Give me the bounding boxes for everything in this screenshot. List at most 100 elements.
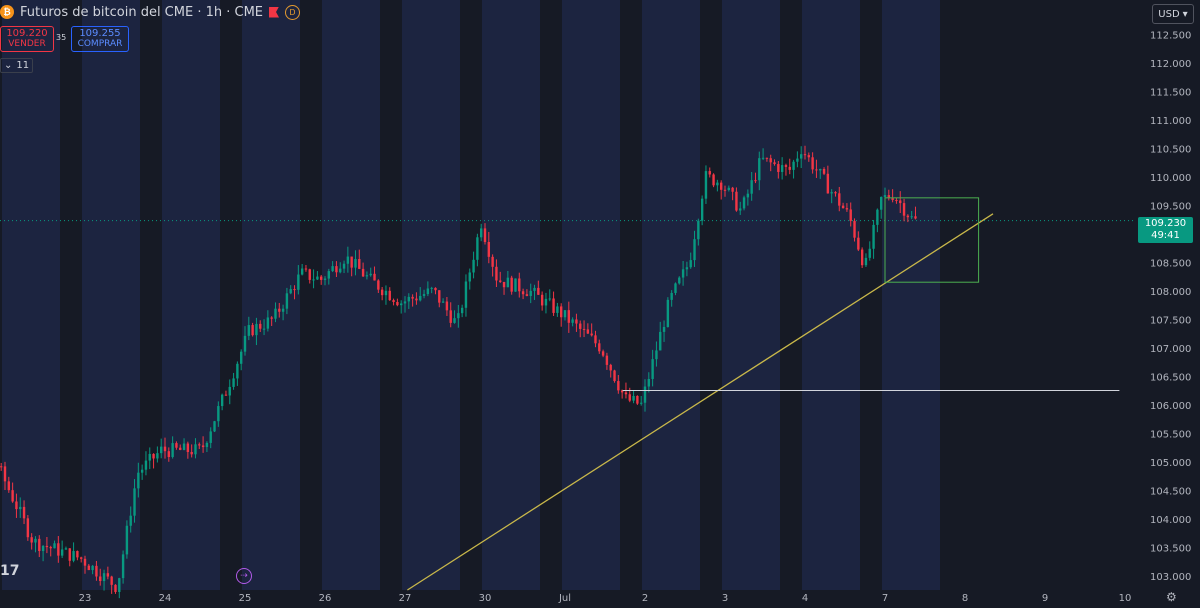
candle-body bbox=[281, 308, 285, 312]
candle-up bbox=[819, 168, 822, 179]
price-axis-bg bbox=[1135, 0, 1200, 608]
candle-body bbox=[712, 174, 715, 186]
candle-up bbox=[647, 372, 651, 393]
candle-down bbox=[891, 189, 894, 203]
candle-up bbox=[312, 269, 315, 289]
price-tick-label: 109.500 bbox=[1150, 201, 1191, 212]
candle-body bbox=[346, 256, 350, 264]
candle-body bbox=[327, 271, 331, 279]
buy-price: 109.255 bbox=[79, 28, 121, 39]
candle-up bbox=[274, 302, 277, 323]
candle-down bbox=[499, 271, 502, 283]
candle-body bbox=[316, 276, 319, 280]
price-tick-label: 108.000 bbox=[1150, 287, 1191, 298]
candle-body bbox=[716, 182, 719, 186]
candle-body bbox=[872, 224, 875, 249]
buy-button[interactable]: 109.255 COMPRAR bbox=[71, 26, 129, 52]
candle-up bbox=[460, 304, 464, 318]
candle-up bbox=[297, 265, 300, 295]
flag-icon[interactable] bbox=[269, 6, 280, 18]
indicators-toggle[interactable]: ⌄ 11 bbox=[0, 58, 34, 73]
candle-up bbox=[399, 300, 403, 314]
candle-down bbox=[175, 441, 178, 450]
price-tick-label: 110.000 bbox=[1150, 173, 1191, 184]
candle-body bbox=[487, 241, 491, 257]
gear-icon[interactable]: ⚙ bbox=[1166, 590, 1177, 604]
candle-up bbox=[571, 317, 574, 327]
candle-up bbox=[830, 189, 833, 204]
candle-down bbox=[857, 231, 860, 252]
candle-down bbox=[586, 323, 590, 335]
candle-body bbox=[129, 515, 132, 526]
candle-body bbox=[502, 281, 506, 288]
candle-up bbox=[704, 165, 708, 204]
candle-up bbox=[681, 261, 685, 286]
candle-body bbox=[746, 193, 750, 198]
candle-up bbox=[217, 401, 220, 427]
candle-up bbox=[514, 278, 517, 292]
candle-body bbox=[777, 164, 780, 172]
session-band bbox=[2, 0, 60, 590]
candle-body bbox=[468, 272, 471, 282]
candle-body bbox=[278, 308, 281, 312]
candle-body bbox=[83, 558, 87, 566]
candle-up bbox=[643, 379, 647, 412]
candle-body bbox=[209, 431, 212, 443]
candle-up bbox=[213, 420, 216, 433]
candle-down bbox=[521, 288, 525, 300]
go-to-realtime-icon[interactable]: ⇢ bbox=[236, 568, 252, 584]
candle-up bbox=[476, 233, 479, 267]
candle-body bbox=[377, 280, 380, 290]
candle-down bbox=[434, 287, 437, 295]
candle-body bbox=[700, 198, 704, 221]
candle-body bbox=[64, 548, 68, 550]
candle-body bbox=[148, 453, 151, 461]
candle-body bbox=[624, 392, 628, 395]
candle-body bbox=[255, 323, 258, 336]
candle-down bbox=[167, 447, 171, 462]
candle-body bbox=[190, 451, 193, 455]
candle-down bbox=[373, 266, 376, 281]
candle-up bbox=[266, 310, 270, 332]
candle-body bbox=[841, 205, 845, 209]
currency-select[interactable]: USD ▾ bbox=[1152, 4, 1194, 24]
candle-up bbox=[285, 287, 289, 315]
candle-down bbox=[803, 145, 807, 160]
candle-body bbox=[11, 490, 14, 502]
candle-body bbox=[651, 359, 654, 379]
candle-up bbox=[53, 540, 56, 549]
candle-body bbox=[674, 283, 677, 293]
symbol-title[interactable]: Futuros de bitcoin del CME · 1h · CME bbox=[20, 4, 264, 20]
candle-body bbox=[670, 292, 673, 300]
price-tick-label: 106.000 bbox=[1150, 401, 1191, 412]
candle-up bbox=[739, 201, 742, 215]
candle-down bbox=[735, 187, 738, 212]
candle-down bbox=[415, 292, 418, 305]
candle-body bbox=[860, 249, 864, 266]
candle-up bbox=[316, 271, 319, 280]
candle-down bbox=[773, 159, 776, 166]
candle-up bbox=[651, 349, 654, 387]
tradingview-logo[interactable]: 17 bbox=[0, 563, 20, 579]
candle-up bbox=[255, 317, 258, 346]
candle-body bbox=[643, 386, 647, 403]
sell-button[interactable]: 109.220 VENDER bbox=[0, 26, 54, 52]
candle-down bbox=[319, 274, 323, 285]
candle-body bbox=[247, 325, 251, 336]
candle-down bbox=[114, 584, 117, 594]
candle-up bbox=[419, 287, 422, 302]
candle-up bbox=[159, 438, 163, 459]
candle-up bbox=[799, 146, 803, 169]
candle-up bbox=[544, 292, 548, 314]
candle-body bbox=[537, 287, 540, 295]
candle-up bbox=[879, 196, 883, 219]
candle-body bbox=[655, 350, 658, 360]
candle-body bbox=[262, 328, 266, 330]
candle-body bbox=[167, 451, 171, 457]
candle-body bbox=[575, 319, 578, 324]
candle-down bbox=[106, 566, 110, 580]
candle-down bbox=[525, 289, 529, 297]
candle-down bbox=[83, 555, 87, 574]
candle-body bbox=[563, 310, 567, 318]
